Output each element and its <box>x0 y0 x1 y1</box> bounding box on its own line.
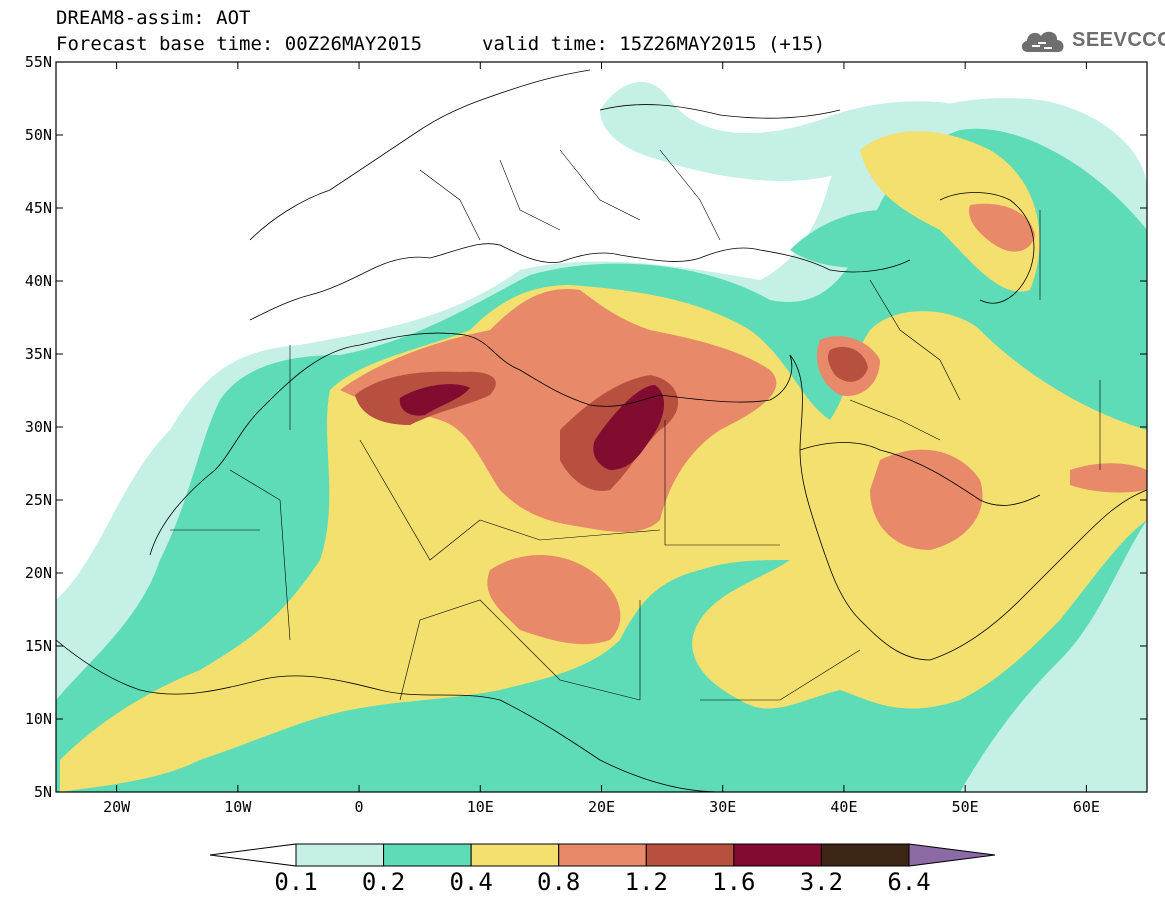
logo-text: SEEVCCC <box>1072 29 1165 51</box>
lon-tick-label: 60E <box>1073 798 1100 816</box>
colorbar-swatch <box>645 843 735 867</box>
lon-tick-label: 40E <box>830 798 857 816</box>
lat-tick-label: 45N <box>25 199 52 217</box>
colorbar-label: 3.2 <box>799 868 844 896</box>
aot-field <box>56 81 1147 792</box>
lon-tick-label: 20E <box>588 798 615 816</box>
aot-level-0.8-gulf <box>1070 463 1147 493</box>
lat-tick-label: 25N <box>25 491 52 509</box>
colorbar-low-arrow <box>209 843 297 867</box>
lat-tick-label: 50N <box>25 126 52 144</box>
lat-tick-label: 30N <box>25 418 52 436</box>
lat-tick-label: 15N <box>25 637 52 655</box>
lon-tick-label: 10W <box>224 798 252 816</box>
colorbar-label: 0.4 <box>449 868 493 896</box>
aot-level-0.8-sahel <box>487 555 621 645</box>
colorbar-label: 1.2 <box>624 868 668 896</box>
cloud-icon <box>1021 31 1064 52</box>
colorbar-high-arrow <box>908 843 996 867</box>
colorbar-label: 0.8 <box>537 868 581 896</box>
lat-tick-label: 10N <box>25 710 52 728</box>
lat-tick-label: 5N <box>34 783 52 801</box>
colorbar-label: 0.1 <box>274 868 318 896</box>
forecast-base-time: Forecast base time: 00Z26MAY2015 <box>56 33 423 55</box>
aot-level-0.8 <box>340 289 777 532</box>
colorbar-label: 0.2 <box>361 868 406 896</box>
aot-level-1.6 <box>399 384 470 416</box>
colorbar-label: 1.6 <box>712 868 756 896</box>
lon-tick-label: 30E <box>709 798 736 816</box>
coastlines <box>56 69 1147 792</box>
aot-level-0.8-arabia <box>870 449 983 550</box>
lon-tick-label: 10E <box>467 798 494 816</box>
aot-level-0.2-east <box>790 209 942 268</box>
aot-level-0.4 <box>60 285 1147 792</box>
colorbar-swatch <box>733 843 822 867</box>
colorbar-swatch <box>820 843 910 867</box>
lon-tick-label: 0 <box>355 798 364 816</box>
colorbar-swatch <box>383 843 472 867</box>
colorbar-label: 6.4 <box>887 868 931 896</box>
lat-tick-label: 55N <box>25 53 52 71</box>
colorbar-swatch <box>558 843 647 867</box>
valid-time: valid time: 15Z26MAY2015 (+15) <box>482 33 826 55</box>
lon-tick-label: 50E <box>952 798 979 816</box>
aot-level-0.1-north <box>600 81 1000 181</box>
lat-tick-label: 20N <box>25 564 52 582</box>
aot-level-1.6-libya <box>593 385 665 470</box>
country-borders <box>170 149 1101 701</box>
colorbar-swatch <box>470 843 560 867</box>
axis-ticks: 55N 50N 45N 40N 35N 30N 25N 20N 15N 10N 5N 20W 10W 0 1… <box>25 53 1147 816</box>
colorbar <box>209 843 996 867</box>
aot-level-0.4-ne <box>860 131 1040 292</box>
lat-tick-label: 40N <box>25 272 52 290</box>
aot-level-0.8-caspian <box>969 203 1035 252</box>
aot-level-1.2-iraq <box>827 346 868 382</box>
seevccc-logo: SEEVCCC <box>1018 24 1165 58</box>
lon-tick-label: 20W <box>103 798 131 816</box>
colorbar-swatch <box>295 843 385 867</box>
map-title: DREAM8-assim: AOT <box>56 7 251 29</box>
lat-tick-label: 35N <box>25 345 52 363</box>
